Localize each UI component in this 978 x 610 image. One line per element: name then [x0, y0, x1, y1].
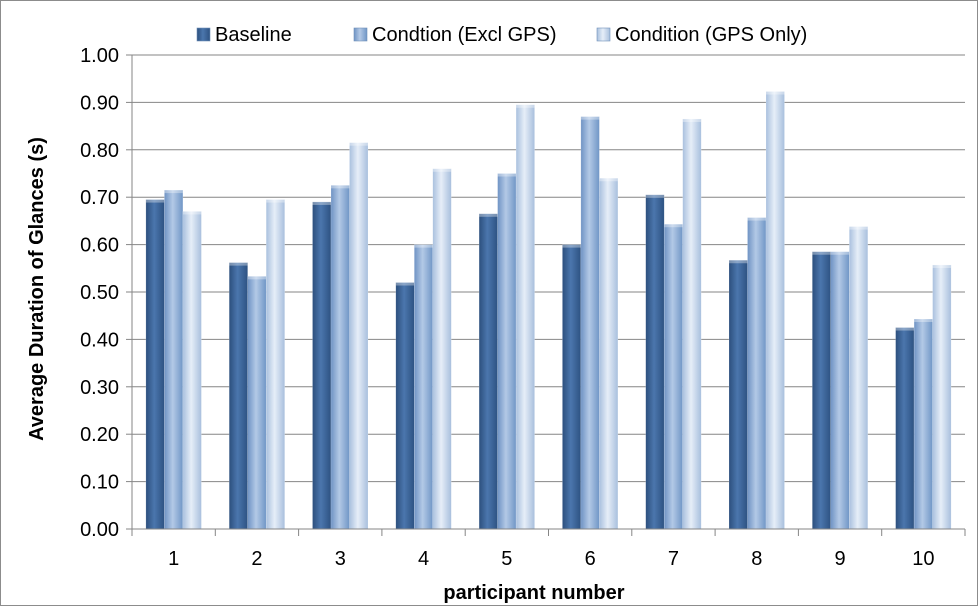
bar-cap: [145, 199, 165, 203]
bar-condition-gps-only: [599, 177, 619, 530]
legend-swatch: [353, 27, 368, 42]
legend-label: Baseline: [215, 24, 292, 46]
x-tick-label: 6: [585, 548, 596, 570]
x-tick-label: 8: [751, 548, 762, 570]
bar-baseline: [895, 327, 915, 530]
bar-baseline: [478, 213, 498, 530]
bar-baseline: [312, 201, 332, 530]
x-tick-label: 4: [418, 548, 429, 570]
bar-condition-excl-gps: [164, 189, 184, 530]
y-tick-label: 0.70: [80, 187, 119, 209]
bar-cap: [432, 168, 452, 172]
bar-baseline: [728, 259, 748, 530]
bar-condition-gps-only: [849, 226, 869, 530]
x-tick-label: 7: [668, 548, 679, 570]
bar-cap: [247, 276, 267, 280]
bar-cap: [830, 251, 850, 255]
x-tick-label: 2: [251, 548, 262, 570]
legend-label: Condition (GPS Only): [615, 24, 807, 46]
bar-cap: [516, 104, 535, 108]
x-tick-label: 5: [501, 548, 512, 570]
x-tick-label: 3: [335, 548, 346, 570]
y-tick-label: 0.90: [80, 92, 119, 114]
legend-swatch: [596, 27, 611, 42]
legend-swatch: [196, 27, 211, 42]
bar-cap: [414, 244, 433, 248]
x-tick-label: 10: [912, 548, 934, 570]
bar-baseline: [645, 194, 665, 530]
bar-baseline: [395, 282, 415, 530]
bar-condition-gps-only: [265, 199, 285, 530]
bar-cap: [895, 327, 915, 331]
bar-condition-excl-gps: [747, 217, 767, 530]
legend-label: Condtion (Excl GPS): [372, 24, 557, 46]
bar-cap: [331, 185, 350, 189]
bar-cap: [599, 178, 618, 182]
y-tick-label: 0.10: [80, 472, 119, 494]
y-tick-label: 0.60: [80, 235, 119, 257]
bar-cap: [266, 199, 285, 203]
y-tick-label: 0.50: [80, 282, 119, 304]
bar-cap: [562, 244, 581, 248]
y-tick-label: 0.00: [80, 519, 119, 541]
bar-condition-gps-only: [765, 91, 785, 530]
bar-condition-excl-gps: [663, 223, 683, 530]
bar-cap: [812, 251, 831, 255]
bar-cap: [729, 260, 748, 264]
x-axis-label: participant number: [443, 582, 624, 604]
y-tick-label: 0.30: [80, 377, 119, 399]
bar-cap: [349, 142, 368, 146]
bar-condition-gps-only: [182, 211, 202, 530]
bar-condition-excl-gps: [414, 244, 434, 530]
bar-cap: [479, 213, 498, 217]
bar-condition-excl-gps: [497, 173, 517, 530]
x-tick-label: 9: [834, 548, 845, 570]
bar-cap: [682, 118, 702, 122]
bar-baseline: [562, 244, 582, 530]
x-tick-label: 1: [168, 548, 179, 570]
bar-condition-gps-only: [682, 118, 702, 530]
y-axis-label: Average Duration of Glances (s): [26, 137, 48, 441]
bars: [145, 91, 952, 530]
bar-baseline: [812, 251, 832, 530]
y-tick-label: 0.40: [80, 329, 119, 351]
bar-cap: [914, 319, 933, 323]
bar-condition-gps-only: [432, 168, 452, 530]
bar-cap: [229, 262, 248, 266]
bar-baseline: [145, 199, 165, 530]
bar-condition-excl-gps: [330, 185, 350, 530]
bar-cap: [766, 91, 785, 95]
bar-cap: [580, 116, 600, 120]
bar-cap: [312, 201, 331, 205]
bar-cap: [164, 190, 183, 194]
bar-cap: [497, 173, 517, 177]
legend: Baseline Condtion (Excl GPS) Condition (GP…: [196, 24, 807, 46]
bar-baseline: [228, 262, 248, 530]
bar-cap: [932, 264, 952, 268]
y-tick-label: 0.80: [80, 140, 119, 162]
bar-cap: [182, 211, 202, 215]
axes: 0.00 0.10 0.20 0.30 0.40 0.50 0.60 0.70 0.80 0.90…: [80, 45, 966, 570]
bar-cap: [664, 224, 683, 228]
bar-condition-gps-only: [932, 264, 952, 530]
bar-cap: [849, 226, 868, 230]
bar-cap: [395, 282, 415, 286]
bar-condition-gps-only: [349, 142, 369, 530]
y-tick-label: 1.00: [80, 45, 119, 67]
bar-condition-gps-only: [515, 104, 535, 530]
bar-condition-excl-gps: [580, 116, 600, 530]
bar-cap: [645, 194, 665, 198]
bar-condition-excl-gps: [913, 318, 933, 530]
bar-condition-excl-gps: [830, 251, 850, 530]
bar-condition-excl-gps: [247, 276, 267, 530]
y-tick-label: 0.20: [80, 424, 119, 446]
bar-cap: [747, 217, 766, 221]
